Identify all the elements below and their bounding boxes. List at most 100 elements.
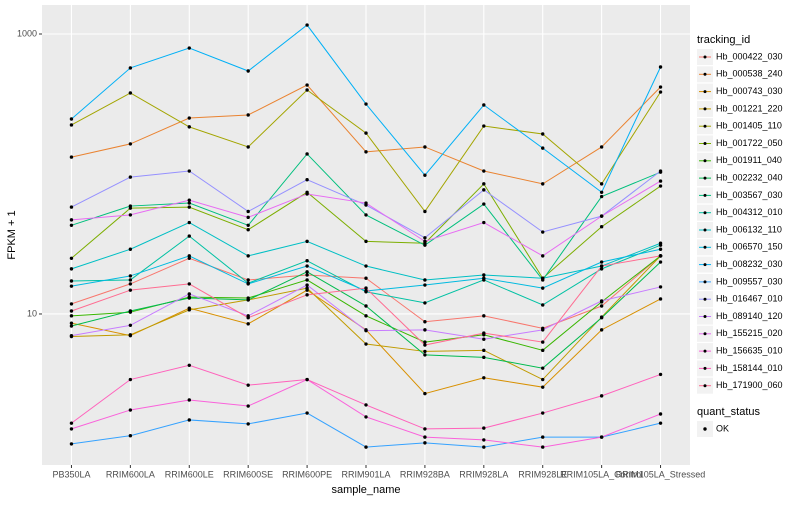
point	[599, 260, 604, 264]
point	[69, 302, 74, 306]
point	[541, 348, 545, 353]
point	[482, 202, 486, 206]
point	[69, 284, 74, 288]
point	[305, 286, 309, 290]
x-tick-label: RRIM600LE	[165, 469, 214, 479]
legend-swatch	[703, 384, 707, 388]
point	[187, 418, 191, 422]
point	[482, 314, 486, 318]
point	[246, 383, 250, 387]
y-tick-label: 1000	[17, 28, 37, 38]
legend-swatch	[703, 263, 707, 267]
y-axis-title: FPKM + 1	[6, 210, 18, 259]
point	[364, 276, 368, 280]
point	[658, 169, 663, 173]
legend-swatch	[703, 427, 707, 431]
point	[69, 427, 74, 431]
point	[364, 286, 368, 290]
point	[599, 194, 604, 199]
x-tick-label: RRIM105LA_Control	[560, 469, 643, 479]
point	[187, 308, 191, 312]
point	[599, 214, 604, 218]
point	[128, 333, 133, 337]
point	[658, 85, 663, 89]
point	[599, 264, 604, 268]
point	[423, 278, 427, 282]
point	[128, 278, 133, 282]
point	[187, 234, 191, 238]
point	[187, 169, 191, 173]
point	[128, 66, 133, 70]
point	[128, 408, 133, 412]
legend-title: quant_status	[697, 406, 760, 418]
point	[305, 377, 309, 382]
point	[599, 304, 604, 308]
legend-swatch	[703, 176, 707, 180]
point	[658, 421, 663, 425]
point	[305, 283, 309, 287]
legend-swatch	[703, 245, 707, 249]
legend-label: Hb_001405_110	[716, 121, 782, 131]
point	[658, 285, 663, 289]
point	[305, 83, 309, 87]
point	[305, 264, 309, 268]
point	[482, 331, 486, 335]
point	[541, 303, 545, 307]
point	[423, 441, 427, 445]
point	[69, 442, 74, 446]
point	[69, 218, 74, 222]
y-tick-label: 10	[27, 308, 37, 318]
legend-label: Hb_016467_010	[716, 294, 783, 304]
point	[364, 289, 368, 293]
point	[423, 236, 427, 240]
point	[246, 254, 250, 258]
point	[482, 188, 486, 192]
point	[187, 201, 191, 205]
legend-label: Hb_089140_120	[716, 311, 783, 321]
point	[541, 445, 545, 449]
point	[599, 394, 604, 398]
point	[541, 230, 545, 234]
point	[541, 132, 545, 136]
point	[128, 309, 133, 313]
point	[246, 209, 250, 214]
point	[364, 342, 368, 346]
point	[69, 333, 74, 338]
point	[658, 254, 663, 258]
point	[187, 254, 191, 258]
point	[305, 278, 309, 282]
point	[599, 328, 604, 332]
point	[658, 65, 663, 69]
legend-label: OK	[716, 423, 729, 433]
point	[364, 150, 368, 154]
point	[658, 260, 663, 264]
point	[187, 296, 191, 300]
legend-swatch	[703, 159, 707, 163]
point	[69, 421, 74, 425]
point	[128, 142, 133, 146]
point	[69, 256, 74, 260]
point	[599, 299, 604, 303]
point	[482, 182, 486, 186]
point	[541, 411, 545, 415]
point	[69, 324, 74, 328]
legend-swatch	[703, 90, 707, 94]
point	[187, 363, 191, 367]
point	[541, 385, 545, 389]
point	[541, 286, 545, 290]
point	[69, 279, 74, 283]
point	[482, 337, 486, 341]
point	[541, 276, 545, 280]
point	[305, 293, 309, 297]
point	[658, 412, 663, 416]
point	[187, 220, 191, 225]
legend-label: Hb_002232_040	[716, 172, 783, 182]
point	[482, 376, 486, 380]
point	[658, 179, 663, 183]
point	[423, 353, 427, 357]
point	[423, 427, 427, 431]
x-tick-label: RRIM928LE	[518, 469, 567, 479]
point	[246, 69, 250, 73]
point	[599, 190, 604, 194]
legend-label: Hb_001722_050	[716, 138, 783, 148]
